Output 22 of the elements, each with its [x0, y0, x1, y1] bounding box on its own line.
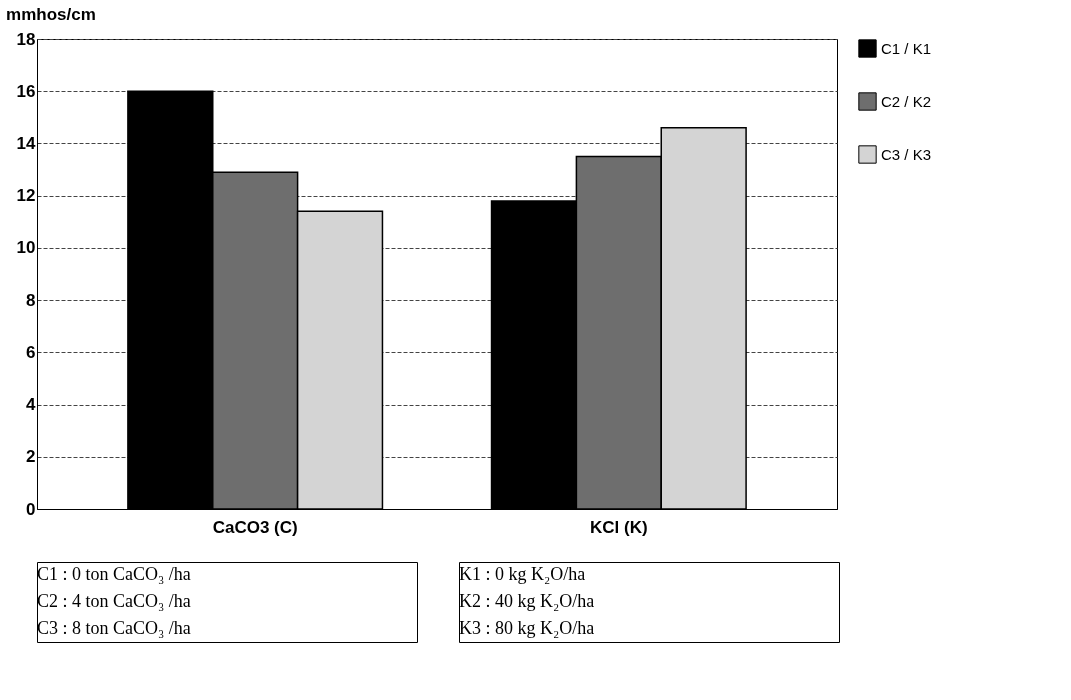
y-tick-label: 18 — [16, 29, 36, 49]
y-tick-label: 6 — [26, 342, 36, 362]
legend-label: C3 / K3 — [881, 145, 932, 163]
y-tick-label: 0 — [26, 499, 36, 519]
legend-label: C1 / K1 — [881, 39, 932, 57]
y-tick-label: 10 — [16, 238, 36, 258]
y-tick-label: 14 — [16, 133, 37, 153]
text: K1 : 0 kg K₂O/ha — [459, 564, 586, 585]
y-tick-label: 8 — [26, 290, 36, 310]
y-tick-label: 16 — [16, 81, 36, 101]
text: K2 : 40 kg K₂O/ha — [459, 591, 595, 611]
x-tick-label: KCl (K) — [590, 517, 648, 537]
text: K3 : 80 kg K₂O/ha — [459, 617, 595, 638]
text: C3 : 8 ton CaCO₃ /ha — [37, 617, 191, 638]
legend-label: C2 / K2 — [881, 92, 932, 110]
y-tick-label: 2 — [26, 447, 36, 467]
y-tick-label: 4 — [26, 395, 37, 415]
y-axis-title: mmhos/cm — [6, 5, 96, 24]
x-tick-label: CaCO3 (C) — [212, 517, 298, 537]
y-tick-label: 12 — [16, 186, 36, 206]
text: C2 : 4 ton CaCO₃ /ha — [37, 591, 191, 611]
text: C1 : 0 ton CaCO₃ /ha — [37, 564, 191, 585]
